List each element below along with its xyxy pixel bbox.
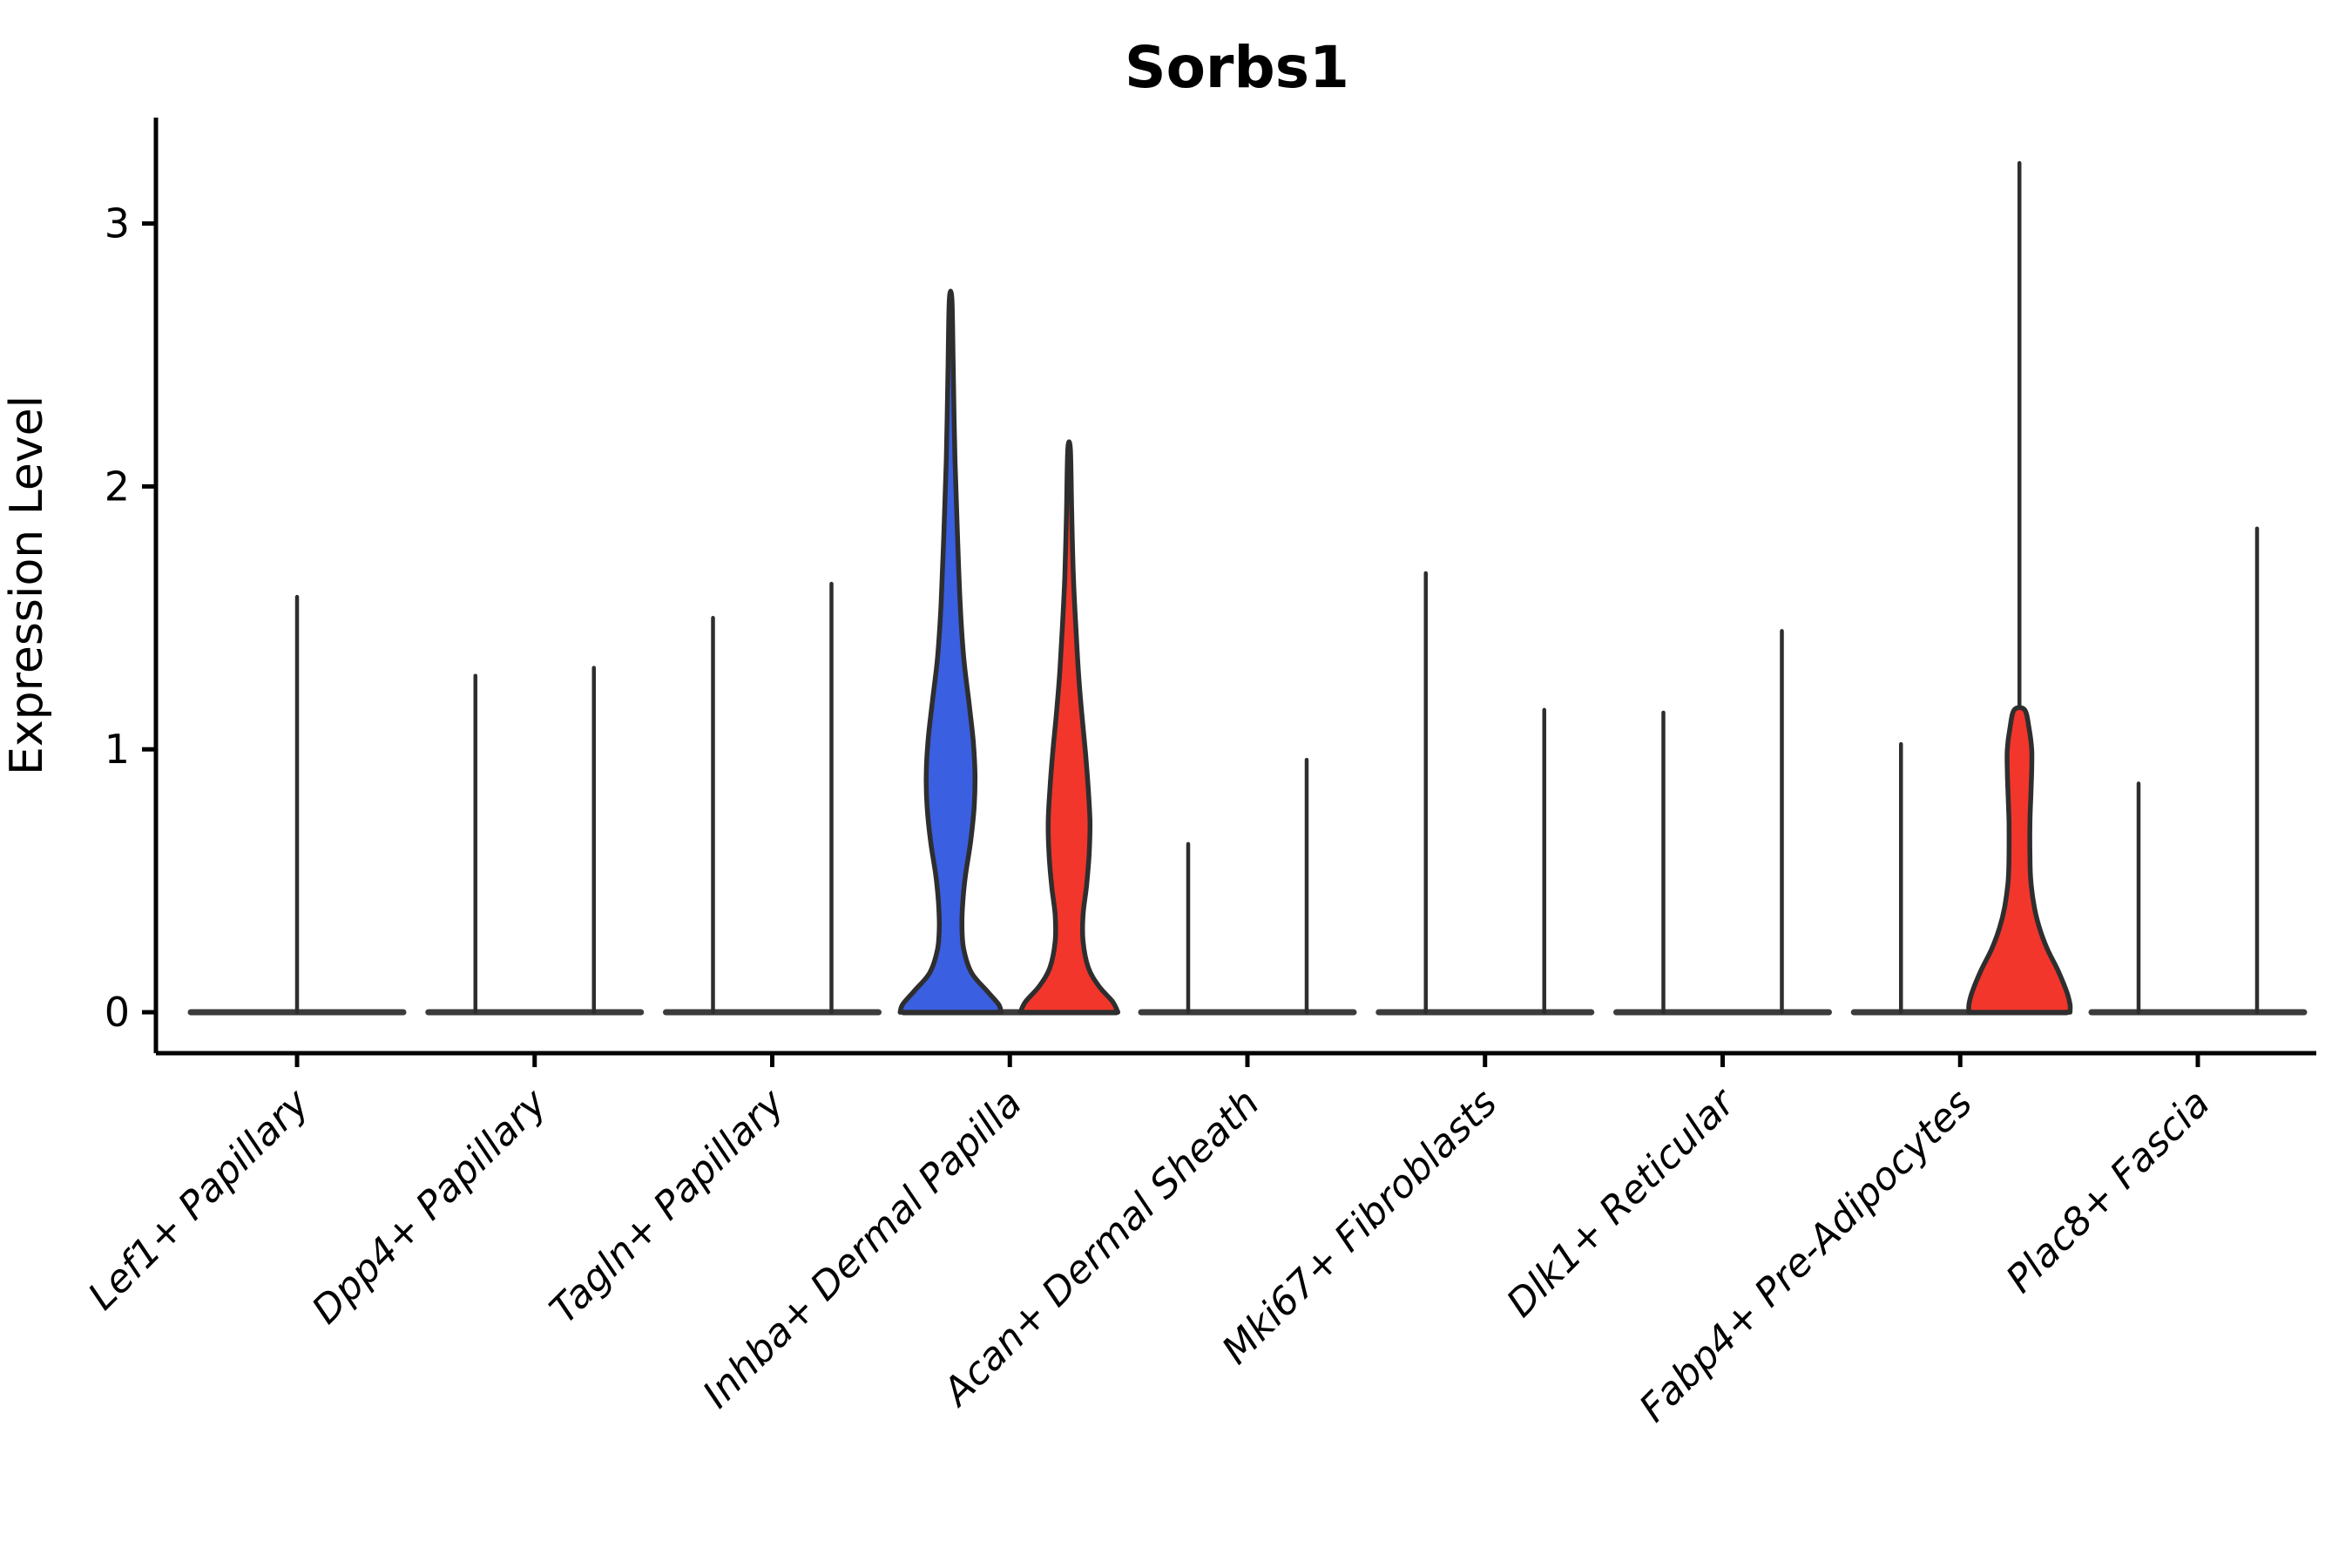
violin-body <box>1966 705 2073 1015</box>
category-group <box>1613 629 1832 1016</box>
x-tick-label: Mki67+ Fibroblasts <box>1213 1081 1505 1373</box>
category-group <box>425 666 645 1016</box>
x-tick-label: Tagln+ Papillary <box>542 1080 794 1332</box>
x-tick-label: Dpp4+ Papillary <box>303 1080 556 1333</box>
category-group <box>1138 758 1357 1016</box>
axes-layer: 0 1 2 3 <box>105 118 2316 1067</box>
category-group <box>187 594 407 1016</box>
category-group <box>1850 160 2073 1016</box>
y-tick-label: 1 <box>105 726 130 773</box>
violins-layer <box>187 160 2308 1016</box>
violin-body <box>897 288 1004 1015</box>
y-tick-label: 3 <box>105 200 130 247</box>
category-group <box>663 581 882 1016</box>
category-group <box>897 288 1121 1016</box>
y-tick-label: 2 <box>105 463 130 510</box>
y-tick-label: 0 <box>105 989 130 1036</box>
chart-title: Sorbs1 <box>1125 34 1349 101</box>
x-tick-label: Lef1+ Papillary <box>80 1080 319 1319</box>
x-tick-label: Dlk1+ Reticular <box>1498 1079 1745 1326</box>
category-group <box>2088 526 2308 1016</box>
y-axis-title: Expression Level <box>1 395 53 775</box>
violin-body <box>1017 439 1121 1015</box>
x-tick-label: Plac8+ Fascia <box>1997 1081 2218 1301</box>
category-group <box>1375 571 1595 1016</box>
